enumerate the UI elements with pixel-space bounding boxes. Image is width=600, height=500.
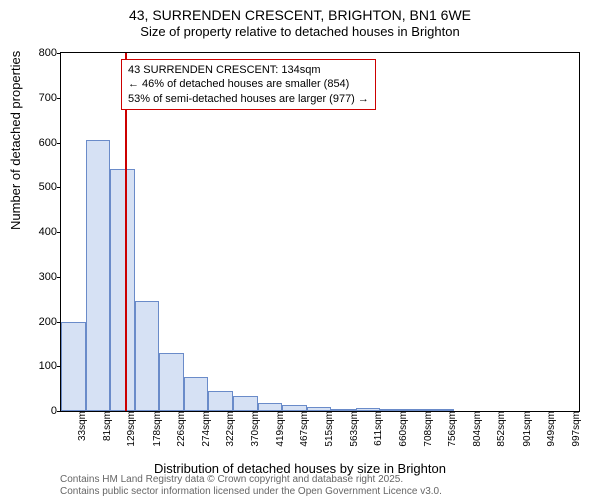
x-tick-label: 804sqm: [468, 411, 483, 447]
histogram-bar: [331, 409, 356, 411]
x-tick-label: 33sqm: [73, 411, 88, 441]
x-tick-label: 563sqm: [345, 411, 360, 447]
x-tick-label: 467sqm: [295, 411, 310, 447]
x-tick-label: 611sqm: [369, 411, 384, 446]
x-tick-label: 997sqm: [567, 411, 582, 447]
chart-container: 43, SURRENDEN CRESCENT, BRIGHTON, BN1 6W…: [0, 0, 600, 500]
x-tick-label: 419sqm: [271, 411, 286, 447]
x-tick-label: 178sqm: [148, 411, 163, 447]
annotation-line: 53% of semi-detached houses are larger (…: [128, 92, 369, 106]
x-tick-label: 852sqm: [492, 411, 507, 447]
histogram-bar: [61, 322, 86, 412]
chart-subtitle: Size of property relative to detached ho…: [0, 24, 600, 43]
x-tick-label: 274sqm: [197, 411, 212, 447]
histogram-bar: [405, 409, 430, 411]
x-tick-label: 370sqm: [246, 411, 261, 447]
plot-area: 010020030040050060070080033sqm81sqm129sq…: [60, 52, 580, 412]
x-tick-label: 81sqm: [98, 411, 113, 441]
histogram-bar: [159, 353, 184, 411]
histogram-bar: [184, 377, 209, 411]
annotation-box: 43 SURRENDEN CRESCENT: 134sqm← 46% of de…: [121, 59, 376, 110]
x-tick-label: 756sqm: [443, 411, 458, 447]
x-tick-label: 322sqm: [221, 411, 236, 447]
x-tick-label: 226sqm: [172, 411, 187, 447]
x-tick-label: 515sqm: [320, 411, 335, 447]
histogram-bar: [282, 405, 307, 411]
histogram-bar: [110, 169, 135, 411]
footer-line-1: Contains HM Land Registry data © Crown c…: [60, 474, 442, 486]
x-tick-label: 708sqm: [419, 411, 434, 447]
footer-line-2: Contains public sector information licen…: [60, 486, 442, 498]
chart-footer: Contains HM Land Registry data © Crown c…: [60, 474, 442, 498]
annotation-line: 43 SURRENDEN CRESCENT: 134sqm: [128, 63, 369, 77]
histogram-bar: [135, 301, 160, 411]
histogram-bar: [258, 403, 283, 411]
x-tick-label: 129sqm: [122, 411, 137, 447]
histogram-bar: [86, 140, 111, 411]
histogram-bar: [430, 409, 455, 411]
histogram-bar: [208, 391, 233, 411]
annotation-line: ← 46% of detached houses are smaller (85…: [128, 77, 369, 91]
x-tick-label: 660sqm: [394, 411, 409, 447]
chart-title: 43, SURRENDEN CRESCENT, BRIGHTON, BN1 6W…: [0, 0, 600, 24]
x-tick-label: 949sqm: [542, 411, 557, 447]
histogram-bar: [380, 409, 405, 411]
x-tick-label: 901sqm: [518, 411, 533, 447]
y-axis-label: Number of detached properties: [8, 51, 23, 230]
histogram-bar: [233, 396, 258, 411]
histogram-bar: [307, 407, 332, 411]
histogram-bar: [356, 408, 381, 411]
